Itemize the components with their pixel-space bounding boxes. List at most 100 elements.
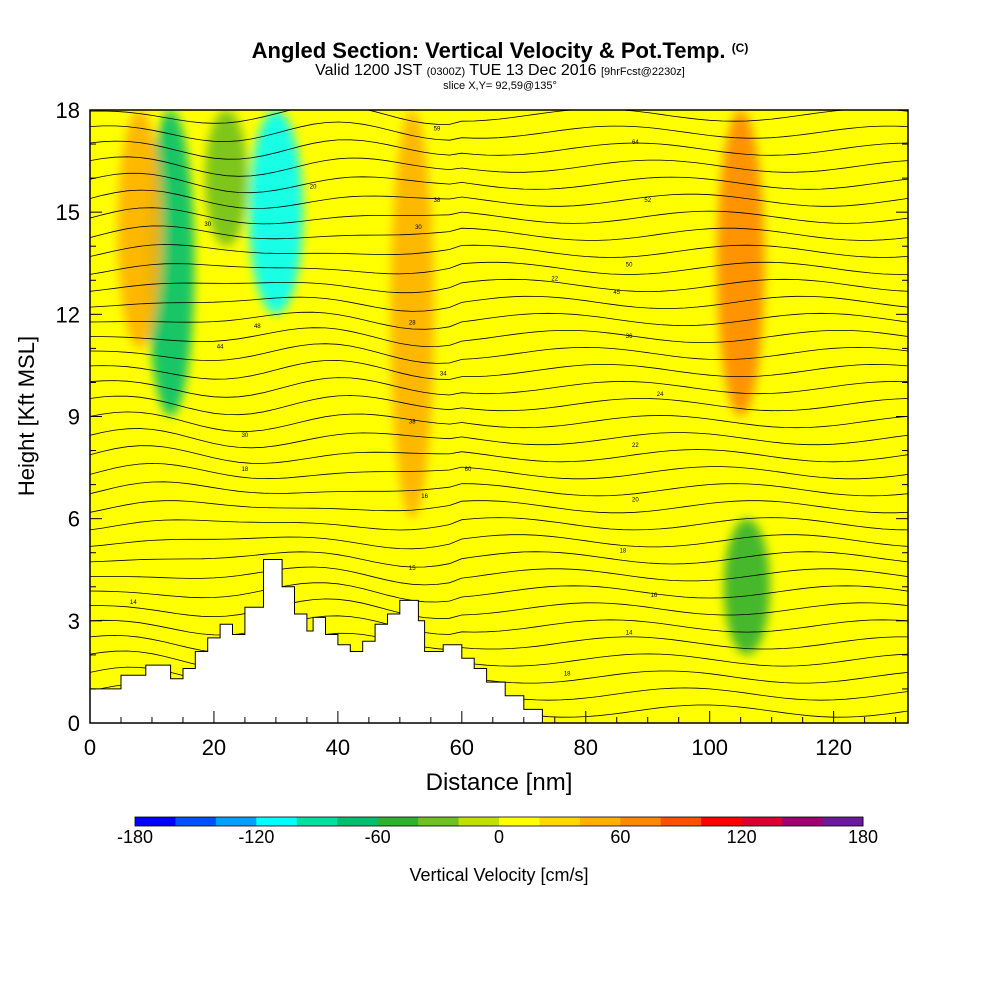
isentrope-25	[90, 278, 908, 294]
colorbar-swatch	[377, 817, 419, 826]
y-tick-label: 12	[56, 302, 80, 327]
colorbar-tick-label: -180	[117, 827, 153, 847]
contour-label: 64	[632, 140, 639, 146]
contour-label: 30	[204, 222, 211, 228]
colorbar-swatch	[296, 817, 338, 826]
contour-label: 59	[434, 126, 441, 132]
colorbar-tick-label: 120	[727, 827, 757, 847]
colorbar-swatch	[215, 817, 257, 826]
terrain	[90, 559, 543, 723]
colorbar-swatch	[418, 817, 460, 826]
colorbar-swatch	[822, 817, 864, 826]
colorbar-swatch	[337, 817, 379, 826]
contour-label: 30	[242, 433, 249, 439]
colorbar-tick-label: 180	[848, 827, 878, 847]
contour-label: 36	[626, 334, 633, 340]
chart-title-block: Angled Section: Vertical Velocity & Pot.…	[0, 36, 1000, 93]
x-tick-label: 120	[815, 735, 852, 760]
contour-label: 15	[409, 566, 416, 572]
contour-label: 50	[626, 263, 633, 269]
isentrope-22	[90, 327, 908, 348]
isentrope-29	[90, 207, 908, 225]
velocity-feature-3	[117, 110, 162, 349]
colorbar-swatch	[782, 817, 824, 826]
contour-label: 18	[242, 467, 249, 473]
colorbar-swatch	[458, 817, 500, 826]
x-axis-label: Distance [nm]	[426, 769, 573, 796]
isentrope-8	[90, 566, 908, 586]
y-tick-label: 18	[56, 98, 80, 123]
isentrope-12	[90, 500, 908, 514]
colorbar-swatch	[499, 817, 540, 826]
contour-label: 34	[440, 372, 447, 378]
isentrope-10	[90, 534, 908, 550]
isentrope-11	[90, 517, 908, 531]
contour-label: 45	[613, 290, 620, 296]
isentrope-24	[90, 295, 908, 312]
isentrope-33	[90, 139, 908, 160]
isentrope-13	[90, 481, 908, 497]
isentrope-28	[90, 225, 908, 241]
contour-label: 14	[626, 630, 633, 636]
y-tick-label: 15	[56, 200, 80, 225]
chart-title: Angled Section: Vertical Velocity & Pot.…	[251, 38, 749, 63]
y-tick-label: 9	[68, 405, 80, 430]
colorbar-swatch	[660, 817, 702, 826]
isentrope-14	[90, 462, 908, 480]
chart-subtitle: Valid 1200 JST (0300Z) TUE 13 Dec 2016 […	[315, 62, 685, 79]
velocity-feature-4	[390, 110, 434, 519]
isentrope-26	[90, 261, 908, 275]
x-tick-label: 80	[574, 735, 598, 760]
contour-label: 28	[409, 321, 416, 327]
contour-label: 20	[632, 498, 639, 504]
colorbar-label: Vertical Velocity [cm/s]	[409, 865, 588, 885]
contour-label: 38	[409, 419, 416, 425]
isentrope-16	[90, 428, 908, 449]
isentrope-7	[90, 582, 908, 603]
isentrope-21	[90, 343, 908, 364]
contour-label: 38	[434, 198, 441, 204]
colorbar-tick-label: 60	[610, 827, 630, 847]
colorbar-swatch	[539, 817, 581, 826]
velocity-feature-6	[723, 518, 770, 655]
colorbar-tick-label: 0	[494, 827, 504, 847]
contour-label: 18	[564, 671, 571, 677]
contour-label: 18	[620, 549, 627, 555]
colorbar: -180 -120 -60 0 60 120 180	[117, 816, 878, 847]
colorbar-swatch	[175, 817, 217, 826]
isentrope-6	[90, 598, 908, 619]
y-tick-label: 3	[68, 609, 80, 634]
colorbar-swatch	[579, 817, 621, 826]
contour-label: 52	[644, 198, 651, 204]
isentrope-15	[90, 445, 908, 464]
plot-area: 59 38 30 30 20 22 28 44 48 34 38 30 18 16 60 64 52 50 45 36…	[90, 110, 908, 723]
contour-label: 24	[657, 392, 664, 398]
colorbar-swatch	[256, 817, 298, 826]
x-tick-label: 100	[691, 735, 728, 760]
isentrope-18	[90, 395, 908, 416]
colorbar-tick-label: -60	[365, 827, 391, 847]
x-tick-label: 0	[84, 735, 96, 760]
contour-label: 20	[310, 184, 317, 190]
colorbar-swatch	[701, 817, 743, 826]
contour-label: 60	[465, 467, 472, 473]
isentrope-17	[90, 411, 908, 433]
isentrope-19	[90, 377, 908, 398]
isentrope-35	[90, 110, 908, 125]
contour-label: 16	[651, 593, 658, 599]
isentrope-32	[90, 156, 908, 177]
isentrope-23	[90, 311, 908, 330]
slice-info: slice X,Y= 92,59@135°	[443, 80, 557, 92]
x-tick-label: 20	[202, 735, 226, 760]
isentrope-20	[90, 359, 908, 380]
x-tick-label: 60	[450, 735, 474, 760]
contour-label: 48	[254, 324, 261, 330]
y-axis-label: Height [Kft MSL]	[14, 336, 39, 496]
contour-label: 22	[632, 443, 639, 449]
isentrope-34	[90, 121, 908, 143]
contour-label: 22	[551, 276, 558, 282]
isentrope-30	[90, 189, 908, 209]
isentrope-31	[90, 172, 908, 194]
y-tick-label: 6	[68, 507, 80, 532]
